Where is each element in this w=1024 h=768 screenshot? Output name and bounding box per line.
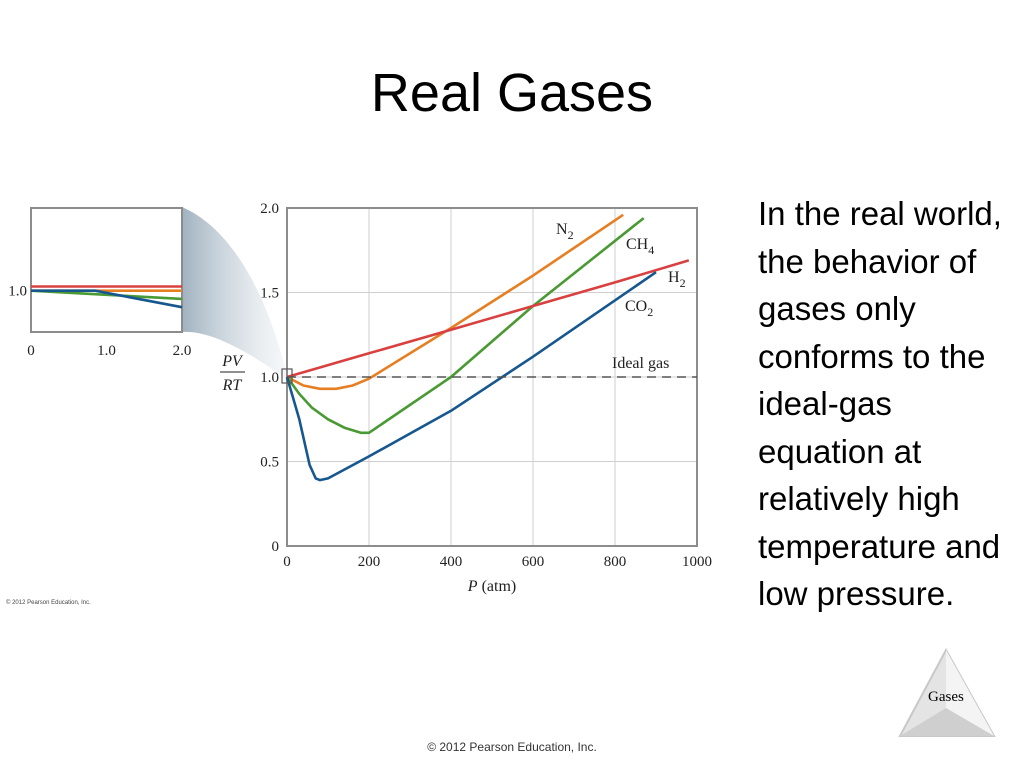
- inset-series-line-co2: [31, 289, 183, 309]
- zoom-connector: [182, 207, 286, 379]
- series-label-ch4: CH4: [626, 236, 654, 257]
- series-line-n2: [286, 213, 624, 391]
- triangle-logo-icon: [898, 648, 996, 737]
- y-tick-label: 2.0: [260, 201, 279, 217]
- series-label-n2: N2: [556, 221, 574, 242]
- y-tick-label: 0.5: [260, 455, 279, 471]
- y-tick-label: 1.5: [260, 286, 279, 302]
- x-tick-label: 1000: [682, 554, 712, 570]
- ideal-gas-annotation: Ideal gas: [612, 355, 669, 372]
- series-label-h2: H2: [668, 269, 686, 290]
- series-line-co2: [285, 271, 657, 482]
- x-axis-label: P (atm): [467, 578, 516, 595]
- series-label-co2: CO2: [625, 298, 653, 319]
- y-axis-label-bottom: RT: [222, 377, 243, 394]
- y-tick-label: 1.0: [260, 370, 279, 386]
- x-tick-label: 0: [283, 554, 291, 570]
- inset-x-tick-label: 1.0: [97, 343, 116, 359]
- inset-chart: 0 1.0 2.0 1.0: [8, 207, 192, 359]
- x-tick-label: 600: [522, 554, 545, 570]
- y-tick-label: 0: [272, 539, 280, 555]
- inset-frame: [30, 207, 183, 333]
- slide-title: Real Gases: [370, 63, 654, 123]
- body-text: In the real world, the behavior of gases…: [758, 195, 1002, 612]
- inset-y-tick-label: 1.0: [8, 284, 27, 300]
- y-axis-label-top: PV: [221, 353, 244, 370]
- chart-copyright: © 2012 Pearson Education, Inc.: [6, 600, 91, 606]
- zoom-box: [281, 368, 293, 384]
- main-chart: 0 200 400 600 800 1000 0 0.5 1.0 1.5 2.0 N2 CH4 H2 CO2…: [220, 201, 712, 595]
- x-tick-label: 200: [358, 554, 381, 570]
- series-line-h2: [286, 259, 690, 379]
- inset-x-tick-label: 0: [27, 343, 35, 359]
- x-tick-label: 800: [604, 554, 627, 570]
- x-tick-label: 400: [440, 554, 463, 570]
- inset-series-line-ch4: [30, 289, 183, 301]
- footer-label: Gases: [928, 689, 964, 705]
- footer-copyright: © 2012 Pearson Education, Inc.: [427, 740, 597, 754]
- inset-x-tick-label: 2.0: [173, 343, 192, 359]
- series-line-ch4: [285, 217, 645, 435]
